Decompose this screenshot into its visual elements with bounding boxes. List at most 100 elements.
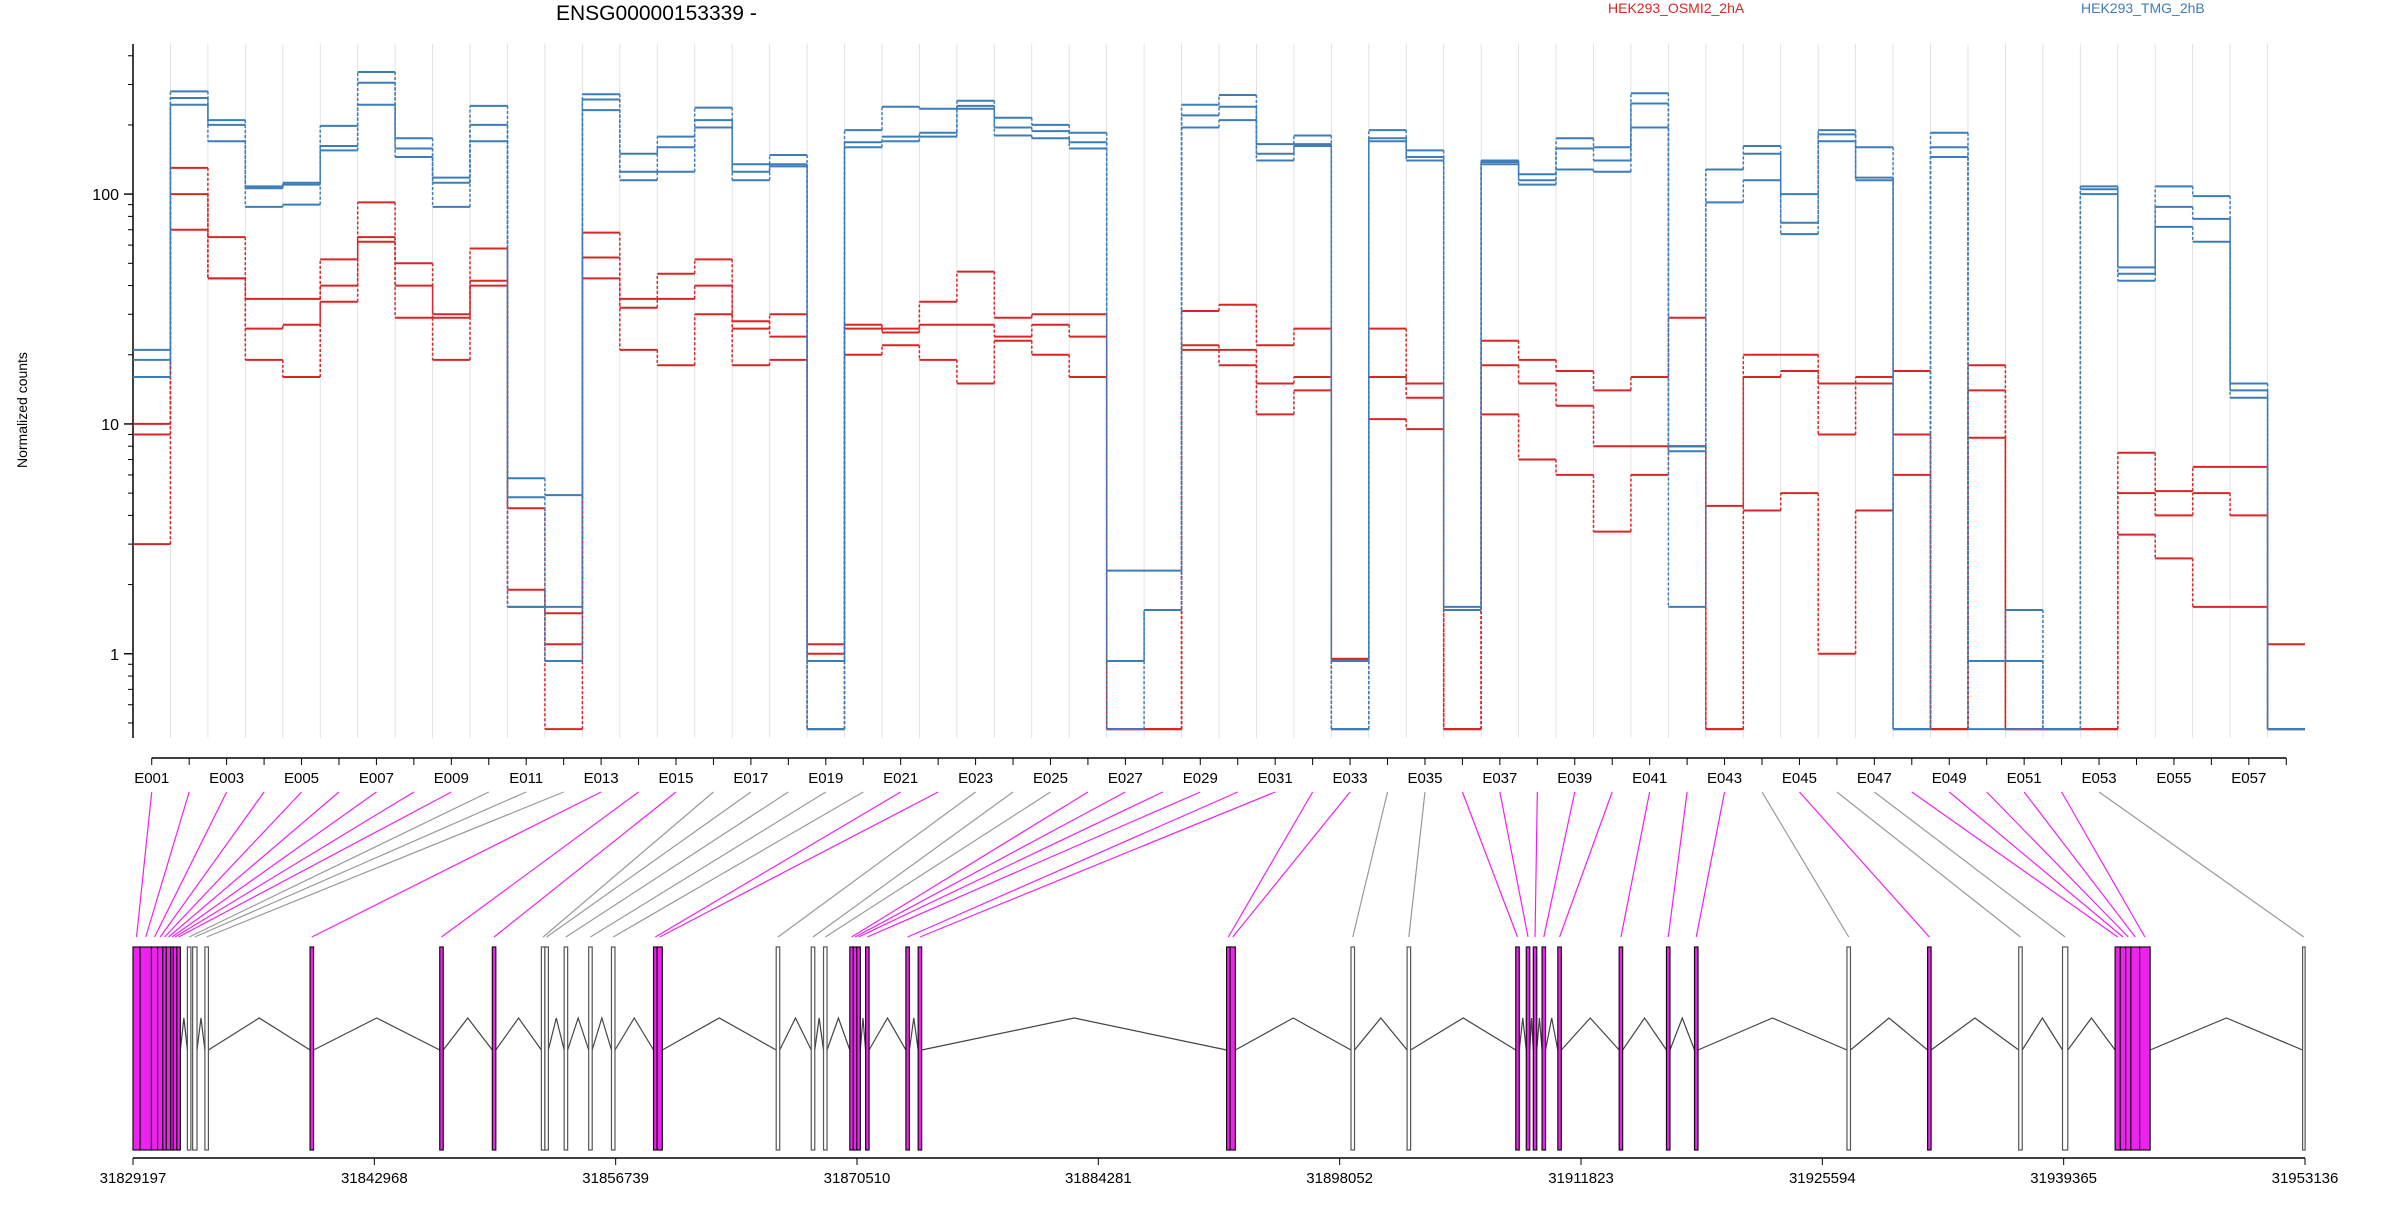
- exon-highlighted: [1557, 946, 1562, 1151]
- exon-highlighted: [139, 946, 153, 1151]
- bin-connector: [824, 791, 1051, 938]
- intron: [859, 1017, 867, 1051]
- exon-highlighted: [1693, 946, 1699, 1151]
- bin-connector: [1620, 791, 1651, 938]
- bin-connector: [178, 791, 452, 938]
- exon: [588, 946, 593, 1151]
- y-tick-label: 100: [92, 187, 119, 204]
- genomic-tick-label: 31939365: [2030, 1170, 2097, 1187]
- chart-title: ENSG00000153339 -: [556, 2, 757, 25]
- exon-highlighted: [1515, 946, 1520, 1151]
- exon: [2302, 946, 2306, 1151]
- x-tick-label: E057: [2231, 770, 2266, 787]
- x-tick-label: E007: [359, 770, 394, 787]
- bin-connector: [1948, 791, 2124, 938]
- bin-connector: [1543, 791, 1576, 938]
- exon: [1350, 946, 1356, 1151]
- exon-highlighted: [656, 946, 663, 1151]
- x-tick-label: E043: [1707, 770, 1742, 787]
- x-tick-label: E053: [2082, 770, 2117, 787]
- exon-highlighted: [864, 946, 870, 1151]
- genomic-tick-label: 31911823: [1548, 1170, 1614, 1187]
- x-tick-label: E023: [958, 770, 993, 787]
- x-tick-label: E011: [509, 770, 543, 787]
- bin-connector: [1986, 791, 2129, 938]
- bin-connector: [612, 791, 864, 938]
- exon-highlighted: [1532, 946, 1538, 1151]
- intron: [567, 1016, 590, 1051]
- exon: [2061, 946, 2069, 1151]
- bin-connector: [659, 791, 939, 938]
- x-tick-label: E009: [434, 770, 469, 787]
- bin-connector: [441, 791, 639, 938]
- bin-connector: [565, 791, 789, 938]
- bin-connector: [493, 791, 677, 938]
- intron: [814, 1017, 825, 1051]
- x-tick-label: E031: [1258, 770, 1293, 787]
- exon: [563, 946, 569, 1151]
- x-tick-label: E013: [584, 770, 619, 787]
- x-tick-label: E001: [134, 770, 169, 787]
- x-tick-label: E025: [1033, 770, 1068, 787]
- legend-entry-osmi2: HEK293_OSMI2_2hA: [1608, 0, 1745, 16]
- x-tick-label: E017: [733, 770, 768, 787]
- bin-connector: [168, 791, 340, 938]
- intron: [196, 1017, 206, 1051]
- bin-connector: [851, 791, 1089, 938]
- intron: [1518, 1017, 1527, 1051]
- intron: [1930, 1017, 2020, 1051]
- bin-connector: [1352, 791, 1389, 938]
- bin-connector: [145, 791, 190, 938]
- x-tick-label: E033: [1333, 770, 1368, 787]
- bin-connector: [1695, 791, 1726, 938]
- intron: [313, 1017, 441, 1051]
- exon: [204, 946, 210, 1151]
- bin-connector: [1408, 791, 1426, 938]
- intron: [868, 1016, 907, 1051]
- intron: [826, 1016, 851, 1051]
- x-tick-label: E049: [1932, 770, 1967, 787]
- bin-connector: [1836, 791, 2021, 938]
- intron: [1697, 1017, 1848, 1051]
- bin-connector: [1227, 791, 1314, 938]
- exon: [544, 946, 549, 1151]
- x-tick-label: E021: [883, 770, 918, 787]
- intron: [2067, 1016, 2116, 1051]
- intron: [2021, 1016, 2064, 1051]
- exon-highlighted: [1618, 946, 1624, 1151]
- exon: [822, 946, 828, 1151]
- exon-highlighted: [150, 946, 159, 1151]
- intron: [495, 1016, 542, 1051]
- exon-highlighted: [2125, 946, 2132, 1151]
- x-tick-label: E055: [2156, 770, 2191, 787]
- bin-connector: [311, 791, 602, 938]
- bin-connector: [907, 791, 1238, 938]
- exon-highlighted: [2139, 946, 2151, 1151]
- bin-connector: [164, 791, 302, 938]
- intron: [1235, 1017, 1352, 1051]
- intron: [1536, 1017, 1543, 1051]
- genomic-tick-label: 31884281: [1065, 1170, 1132, 1187]
- bin-connector: [1461, 791, 1519, 938]
- y-tick-label: 10: [101, 417, 119, 434]
- intron: [1622, 1016, 1667, 1051]
- intron: [1354, 1017, 1408, 1051]
- bin-connector: [1667, 791, 1688, 938]
- bin-connector: [1799, 791, 1930, 938]
- x-tick-label: E029: [1183, 770, 1218, 787]
- exon: [775, 946, 781, 1151]
- x-tick-label: E045: [1782, 770, 1817, 787]
- exon-highlighted: [2119, 946, 2127, 1151]
- exon-highlighted: [156, 946, 164, 1151]
- series-line: [133, 103, 2305, 731]
- legend-entry-tmg: HEK293_TMG_2hB: [2081, 0, 2205, 16]
- bin-connector: [2098, 791, 2305, 938]
- bin-connector: [153, 791, 228, 938]
- intron: [547, 1017, 565, 1051]
- intron: [1410, 1017, 1517, 1051]
- intron: [614, 1016, 655, 1051]
- x-tick-label: E015: [658, 770, 693, 787]
- x-tick-label: E037: [1482, 770, 1517, 787]
- bin-connector: [206, 791, 564, 938]
